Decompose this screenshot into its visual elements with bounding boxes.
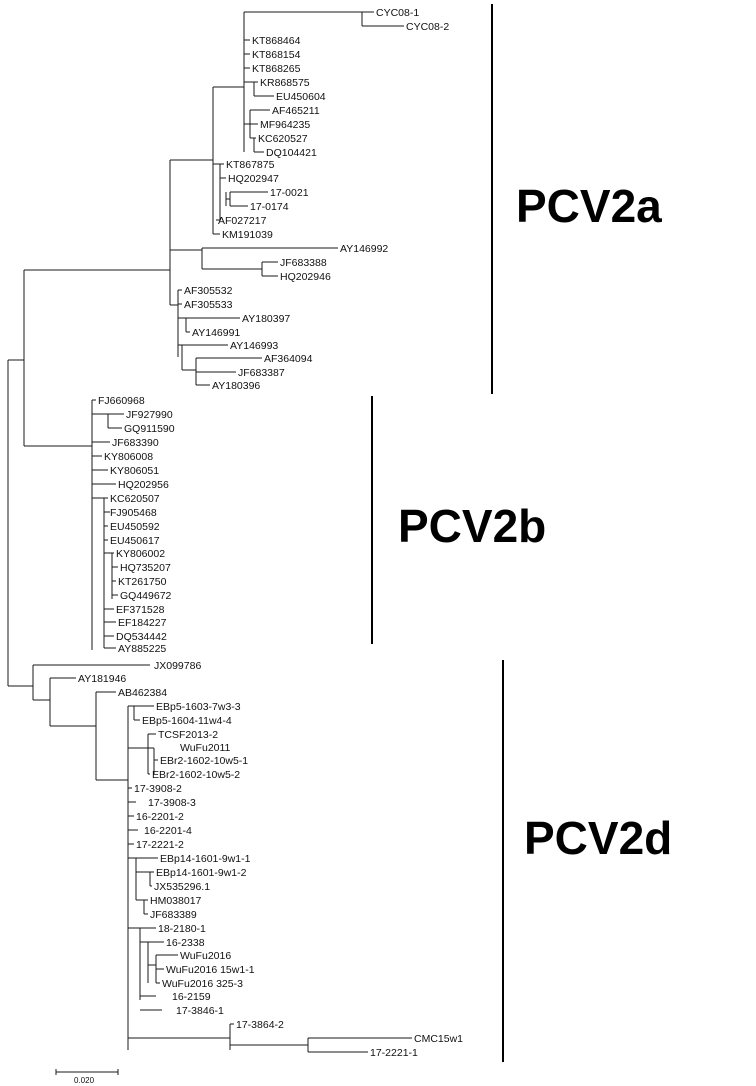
leaf-label: KY806051 <box>110 465 159 477</box>
leaf-label: KC620527 <box>258 133 308 145</box>
leaf-label: EBp5-1603-7w3-3 <box>156 701 241 713</box>
leaf-label: HM038017 <box>150 895 202 907</box>
leaf-label: 16-2159 <box>172 991 211 1003</box>
leaf-label: HQ202956 <box>118 479 169 491</box>
leaf-label: 17-3864-2 <box>236 1019 284 1031</box>
leaf-label: KT867875 <box>226 159 275 171</box>
leaf-label: WuFu2011 <box>180 742 231 754</box>
leaf-label: KT868154 <box>252 49 301 61</box>
leaf-label: JF683388 <box>280 257 327 269</box>
leaf-label: MF964235 <box>260 119 310 131</box>
leaf-label: HQ735207 <box>120 562 171 574</box>
leaf-label: DQ534442 <box>116 631 167 643</box>
leaf-label: EBp14-1601-9w1-1 <box>160 853 251 865</box>
leaf-label: 16-2201-4 <box>144 825 192 837</box>
leaf-label: AY181946 <box>78 673 126 685</box>
leaf-label: AY180396 <box>212 380 260 392</box>
leaf-label: AY146992 <box>340 243 388 255</box>
leaf-label: GQ449672 <box>120 590 172 602</box>
tree-branches <box>7 11 412 1053</box>
leaf-label: CYC08-2 <box>406 21 449 33</box>
leaf-label: EF184227 <box>118 617 167 629</box>
leaf-label: HQ202946 <box>280 271 331 283</box>
leaf-label: CMC15w1 <box>414 1033 463 1045</box>
leaf-label: AY146993 <box>230 340 278 352</box>
leaf-label: 17-0021 <box>270 187 309 199</box>
leaf-label: EU450592 <box>110 521 160 533</box>
leaf-label: KY806002 <box>116 548 165 560</box>
leaf-label: KR868575 <box>260 77 310 89</box>
leaf-label: 16-2338 <box>166 937 205 949</box>
leaf-label: JF683389 <box>150 909 197 921</box>
leaf-labels: CYC08-1 CYC08-2 KT868464 KT868154 KT8682… <box>78 7 463 1059</box>
leaf-label: AY180397 <box>242 313 290 325</box>
leaf-label: KT868265 <box>252 63 301 75</box>
leaf-label: JF927990 <box>126 409 173 421</box>
leaf-label: KC620507 <box>110 493 160 505</box>
leaf-label: FJ660968 <box>98 395 145 407</box>
leaf-label: 17-3908-2 <box>134 783 182 795</box>
leaf-label: EBr2-1602-10w5-1 <box>160 755 248 767</box>
leaf-label: KT261750 <box>118 576 167 588</box>
leaf-label: KT868464 <box>252 35 301 47</box>
leaf-label: AF027217 <box>218 215 267 227</box>
leaf-label: KM191039 <box>222 229 273 241</box>
leaf-label: JF683387 <box>238 367 285 379</box>
scale-bar: 0.020 <box>55 1069 119 1085</box>
leaf-label: DQ104421 <box>266 147 317 159</box>
leaf-label: AF465211 <box>272 105 320 117</box>
leaf-label: HQ202947 <box>228 173 279 185</box>
leaf-label: 17-2221-2 <box>136 839 184 851</box>
leaf-label: 18-2180-1 <box>158 923 206 935</box>
leaf-label: CYC08-1 <box>376 7 419 19</box>
leaf-label: 17-3908-3 <box>148 797 196 809</box>
leaf-label: TCSF2013-2 <box>158 729 218 741</box>
leaf-label: JF683390 <box>112 437 159 449</box>
clade-annotations: PCV2a PCV2b PCV2d <box>370 4 672 1062</box>
leaf-label: AF305532 <box>184 285 233 297</box>
leaf-label: 17-0174 <box>250 201 289 213</box>
leaf-label: 17-2221-1 <box>370 1047 418 1059</box>
leaf-label: AY146991 <box>192 327 240 339</box>
clade-label-pcv2a: PCV2a <box>516 180 662 232</box>
clade-label-pcv2d: PCV2d <box>524 812 672 864</box>
leaf-label: AF364094 <box>264 353 313 365</box>
leaf-label: EBp14-1601-9w1-2 <box>156 867 247 879</box>
leaf-label: WuFu2016 325-3 <box>162 978 243 990</box>
leaf-label: 16-2201-2 <box>136 811 184 823</box>
leaf-label: AF305533 <box>184 299 233 311</box>
leaf-label: FJ905468 <box>110 507 157 519</box>
leaf-label: AB462384 <box>118 687 167 699</box>
leaf-label: WuFu2016 15w1-1 <box>166 964 255 976</box>
clade-label-pcv2b: PCV2b <box>398 500 546 552</box>
leaf-label: EU450604 <box>276 91 326 103</box>
leaf-label: EBp5-1604-11w4-4 <box>142 715 232 727</box>
leaf-label: GQ911590 <box>124 423 175 435</box>
leaf-label: AY885225 <box>118 643 166 655</box>
leaf-label: KY806008 <box>104 451 153 463</box>
leaf-label: JX535296.1 <box>154 881 210 893</box>
leaf-label: WuFu2016 <box>180 950 231 962</box>
leaf-label: JX099786 <box>154 660 201 672</box>
scale-bar-label: 0.020 <box>74 1076 95 1085</box>
leaf-label: EU450617 <box>110 535 160 547</box>
leaf-label: 17-3846-1 <box>176 1005 224 1017</box>
leaf-label: EF371528 <box>116 604 165 616</box>
leaf-label: EBr2-1602-10w5-2 <box>152 769 240 781</box>
